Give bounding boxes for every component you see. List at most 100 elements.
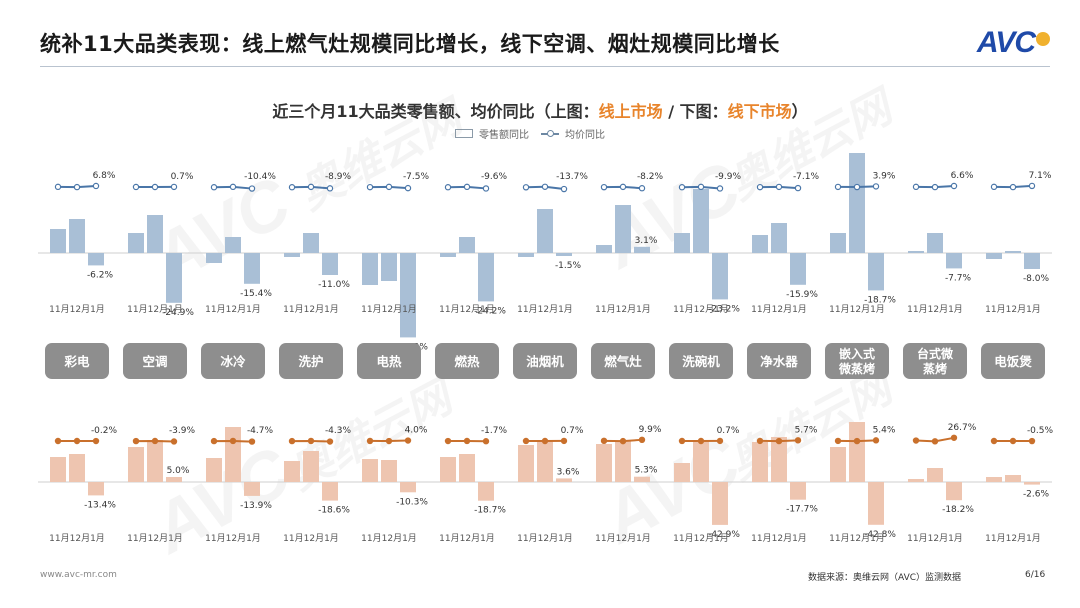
offline-price-point-11-0	[912, 437, 920, 444]
offline-bar-1-2	[166, 477, 182, 482]
offline-price-point-11-2	[950, 434, 958, 441]
online-price-point-2-0	[210, 184, 218, 191]
offline-price-point-1-2	[170, 438, 178, 445]
online-price-point-7-1	[619, 183, 627, 191]
category-pill-9	[747, 343, 811, 379]
offline-price-point-12-0	[990, 437, 998, 445]
offline-price-point-6-0	[522, 437, 530, 445]
offline-price-point-5-0	[444, 437, 452, 445]
offline-bar-7-1	[615, 441, 631, 482]
offline-price-point-6-1	[541, 437, 549, 445]
offline-month-labels-11: 11月12月1月	[907, 533, 963, 544]
category-pill-6	[513, 343, 577, 379]
online-price-point-10-0	[834, 183, 842, 191]
category-pill-1	[123, 343, 187, 379]
offline-price-point-11-1	[931, 438, 939, 445]
offline-month-labels-1: 11月12月1月	[127, 533, 183, 544]
offline-price-point-4-1	[385, 437, 393, 445]
offline-price-label-5: -1.7%	[481, 426, 508, 436]
offline-price-point-0-2	[92, 437, 100, 445]
offline-bar-8-0	[674, 463, 690, 482]
online-bar-4-2	[400, 253, 416, 338]
page-title: 统补11大品类表现：线上燃气灶规模同比增长，线下空调、烟灶规模同比增长	[40, 32, 780, 56]
offline-retail-label-3: -18.6%	[318, 506, 350, 516]
online-bar-2-1	[225, 237, 241, 253]
category-pill-0	[45, 343, 109, 379]
online-price-point-4-2	[404, 184, 412, 192]
offline-bar-0-0	[50, 457, 66, 482]
online-price-label-0: 6.8%	[93, 171, 116, 181]
offline-retail-label-4: -10.3%	[396, 497, 428, 507]
online-retail-label-3: -11.0%	[318, 280, 350, 290]
online-price-label-2: -10.4%	[244, 172, 276, 182]
online-retail-label-7: 3.1%	[635, 236, 658, 246]
online-bar-4-0	[362, 253, 378, 285]
online-price-point-9-0	[756, 183, 764, 191]
online-bar-7-0	[596, 245, 612, 253]
online-bar-6-2	[556, 253, 572, 256]
online-price-point-3-1	[307, 183, 315, 191]
online-price-point-7-0	[600, 183, 608, 191]
offline-price-label-0: -0.2%	[91, 426, 118, 436]
online-bar-7-2	[634, 246, 650, 253]
offline-bar-4-2	[400, 482, 416, 493]
offline-price-label-9: 5.7%	[795, 425, 818, 435]
online-retail-label-2: -15.4%	[240, 289, 272, 299]
offline-bar-9-2	[790, 482, 806, 500]
online-price-point-1-1	[151, 183, 159, 191]
legend-line-swatch	[541, 129, 559, 137]
online-bar-12-1	[1005, 251, 1021, 253]
offline-bar-11-1	[927, 468, 943, 482]
online-price-label-4: -7.5%	[403, 172, 430, 182]
online-month-labels-6: 11月12月1月	[517, 304, 573, 315]
online-bar-11-2	[946, 253, 962, 269]
offline-price-label-11: 26.7%	[948, 423, 977, 433]
offline-bar-2-2	[244, 482, 260, 496]
online-price-point-6-2	[560, 185, 568, 193]
category-label-2: 冰冷	[220, 354, 246, 369]
category-pill-4	[357, 343, 421, 379]
online-bar-0-1	[69, 219, 85, 253]
online-price-point-3-2	[326, 185, 334, 192]
online-month-labels-9: 11月12月1月	[751, 304, 807, 315]
online-bar-2-2	[244, 253, 260, 284]
offline-bar-6-2	[556, 478, 572, 482]
online-month-labels-0: 11月12月1月	[49, 304, 105, 315]
online-bar-12-0	[986, 253, 1002, 259]
category-pill-8	[669, 343, 733, 379]
offline-price-point-12-1	[1009, 437, 1017, 445]
offline-bar-0-1	[69, 454, 85, 482]
offline-month-labels-10: 11月12月1月	[829, 533, 885, 544]
category-label-1: 空调	[142, 354, 167, 369]
online-price-point-6-1	[541, 183, 549, 190]
online-month-labels-10: 11月12月1月	[829, 304, 885, 315]
chart-legend: 零售额同比 均价同比	[455, 126, 605, 141]
online-bar-5-0	[440, 253, 456, 257]
category-label-9: 净水器	[760, 354, 798, 369]
legend-bar-swatch	[455, 129, 473, 138]
footer-website: www.avc-mr.com	[40, 570, 117, 580]
offline-price-point-6-2	[560, 437, 568, 445]
offline-price-point-3-0	[288, 437, 296, 445]
offline-price-point-8-1	[697, 437, 705, 445]
online-price-point-0-0	[54, 183, 62, 191]
legend-bar-label: 零售额同比	[479, 130, 529, 141]
offline-retail-label-11: -18.2%	[942, 505, 974, 515]
offline-bar-10-2	[868, 482, 884, 525]
category-label-0: 彩电	[63, 354, 90, 369]
online-price-point-11-2	[950, 182, 958, 190]
online-price-point-12-0	[990, 183, 998, 191]
offline-month-labels-3: 11月12月1月	[283, 533, 339, 544]
offline-bar-0-2	[88, 482, 104, 496]
online-bar-5-1	[459, 237, 475, 253]
online-bar-1-2	[166, 253, 182, 303]
online-price-point-5-0	[444, 184, 452, 191]
category-label-5: 燃热	[454, 354, 480, 369]
online-price-label-12: 7.1%	[1029, 171, 1052, 181]
offline-retail-label-7: 5.3%	[635, 466, 658, 476]
online-price-point-0-2	[92, 182, 100, 190]
offline-price-label-1: -3.9%	[169, 426, 196, 436]
online-bar-4-1	[381, 253, 397, 281]
online-bar-8-1	[693, 189, 709, 253]
offline-bar-6-1	[537, 440, 553, 482]
